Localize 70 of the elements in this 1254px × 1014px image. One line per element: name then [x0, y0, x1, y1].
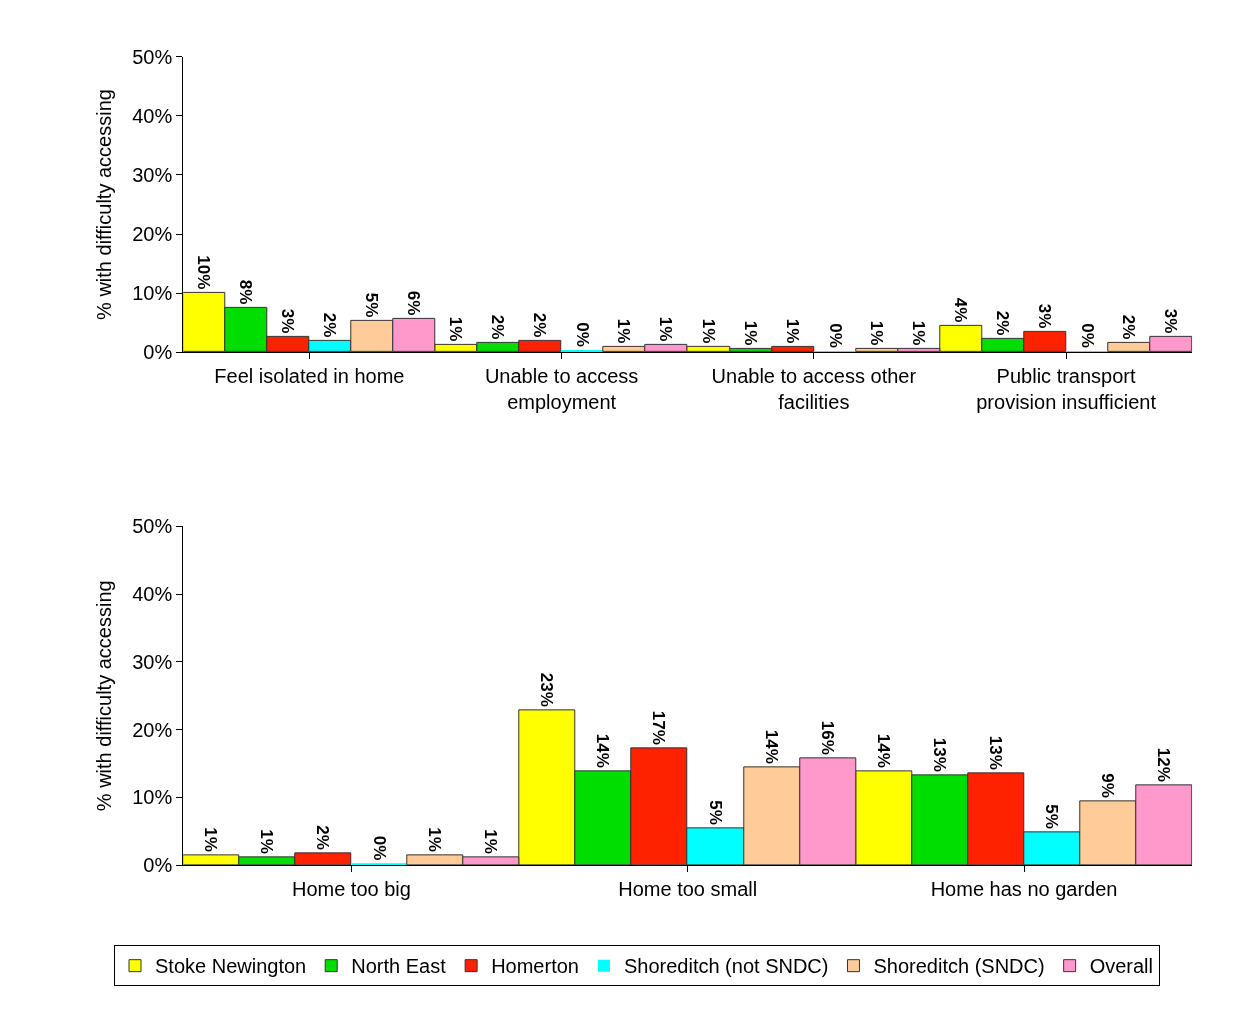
- data-label: 1%: [446, 316, 466, 342]
- y-tick-label: 0%: [143, 341, 173, 364]
- data-label: 2%: [313, 825, 333, 850]
- y-tick-label: 40%: [132, 583, 173, 606]
- y-tick-label: 50%: [132, 45, 173, 68]
- bar: [351, 863, 408, 866]
- data-label: 5%: [1042, 804, 1062, 829]
- data-label: 10%: [194, 255, 214, 290]
- data-label: 13%: [930, 737, 950, 772]
- data-label: 0%: [825, 323, 845, 348]
- data-label: 0%: [1077, 323, 1097, 348]
- data-label: 1%: [257, 829, 277, 854]
- data-label: 5%: [705, 800, 725, 825]
- y-tick-label: 10%: [132, 282, 173, 305]
- legend-label: Overall: [1089, 955, 1153, 978]
- data-label: 1%: [867, 320, 887, 346]
- y-axis-title: % with difficulty accessing: [92, 580, 115, 812]
- data-label: 8%: [236, 279, 256, 305]
- data-label: 1%: [698, 318, 718, 344]
- y-tick-label: 10%: [132, 786, 173, 809]
- data-label: 6%: [404, 290, 424, 316]
- data-label: 17%: [649, 710, 669, 745]
- y-tick-label: 50%: [132, 515, 173, 538]
- data-label: 2%: [1119, 314, 1139, 340]
- data-label: 0%: [369, 835, 389, 861]
- y-axis-title: % with difficulty accessing: [92, 89, 115, 320]
- x-tick-label: Home too small: [618, 878, 758, 901]
- x-tick-label: Public transport provision insufficient: [976, 365, 1157, 414]
- data-label: 0%: [572, 322, 592, 347]
- data-label: 3%: [1035, 303, 1055, 329]
- data-label: 23%: [537, 672, 557, 707]
- data-label: 2%: [488, 314, 508, 340]
- legend-label: Homerton: [491, 955, 579, 978]
- data-label: 1%: [614, 318, 634, 344]
- data-label: 13%: [986, 735, 1006, 770]
- x-tick-label: Home has no garden: [930, 878, 1118, 901]
- data-label: 14%: [762, 729, 782, 764]
- data-label: 2%: [530, 312, 550, 338]
- data-label: 1%: [656, 316, 676, 342]
- data-label: 9%: [1098, 773, 1118, 798]
- data-label: 5%: [362, 292, 382, 318]
- x-tick-label: Unable to access other facilities: [711, 365, 917, 414]
- data-label: 1%: [201, 827, 221, 852]
- data-label: 4%: [951, 297, 971, 323]
- data-label: 3%: [278, 308, 298, 334]
- legend-label: Shoreditch (SNDC): [873, 955, 1045, 978]
- y-tick-label: 20%: [132, 718, 173, 741]
- x-tick-label: Unable to access employment: [484, 365, 639, 414]
- legend-label: Stoke Newington: [155, 955, 307, 978]
- y-tick-label: 0%: [143, 854, 173, 877]
- data-label: 16%: [818, 720, 838, 755]
- data-label: 2%: [320, 312, 340, 338]
- data-label: 1%: [783, 318, 803, 344]
- legend-label: North East: [351, 955, 447, 978]
- data-label: 14%: [593, 733, 613, 768]
- data-label: 3%: [1161, 308, 1181, 334]
- y-tick-label: 40%: [132, 104, 173, 127]
- data-label: 1%: [909, 320, 929, 346]
- legend-label: Shoreditch (not SNDC): [623, 955, 829, 978]
- y-tick-label: 20%: [132, 223, 173, 246]
- data-label: 2%: [993, 310, 1013, 336]
- data-label: 1%: [481, 829, 501, 854]
- y-tick-label: 30%: [132, 650, 173, 673]
- y-tick-label: 30%: [132, 163, 173, 186]
- data-label: 14%: [874, 733, 894, 768]
- x-tick-label: Home too big: [291, 878, 411, 901]
- data-label: 12%: [1154, 747, 1174, 782]
- data-label: 1%: [425, 827, 445, 852]
- x-tick-label: Feel isolated in home: [214, 365, 405, 388]
- data-label: 1%: [741, 320, 761, 346]
